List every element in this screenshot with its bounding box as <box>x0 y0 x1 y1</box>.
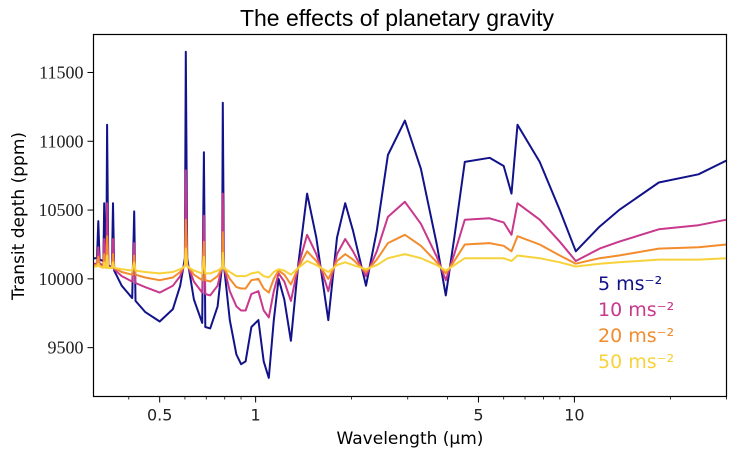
series-line-0 <box>93 50 727 379</box>
plot-frame <box>92 33 728 398</box>
x-tick-label: 10 <box>564 406 584 425</box>
chart-title: The effects of planetary gravity <box>240 5 555 31</box>
legend-entry-2: 20 ms⁻² <box>598 325 674 347</box>
series-line-3 <box>93 247 727 279</box>
series-line-1 <box>93 169 727 319</box>
x-axis-ticks: 0.5 1 5 10 <box>128 396 727 425</box>
x-axis-label: Wavelength (μm) <box>337 429 484 449</box>
legend-entry-3: 50 ms⁻² <box>598 351 674 373</box>
y-axis-ticks: 9500 10000 10500 11000 11500 <box>39 62 94 358</box>
legend-entry-1: 10 ms⁻² <box>598 299 674 321</box>
y-tick-label: 10500 <box>39 200 84 220</box>
y-tick-label: 11000 <box>39 131 83 151</box>
y-axis-label: Transit depth (ppm) <box>9 132 29 301</box>
series-lines <box>93 50 727 379</box>
y-tick-label: 11500 <box>39 62 83 82</box>
y-tick-label: 10000 <box>39 269 84 289</box>
y-tick-label: 9500 <box>48 338 84 358</box>
x-tick-label: 0.5 <box>147 406 172 425</box>
x-tick-label: 5 <box>473 406 483 425</box>
legend-entry-0: 5 ms⁻² <box>598 273 662 295</box>
x-tick-label: 1 <box>251 406 261 425</box>
legend: 5 ms⁻² 10 ms⁻² 20 ms⁻² 50 ms⁻² <box>598 273 674 373</box>
